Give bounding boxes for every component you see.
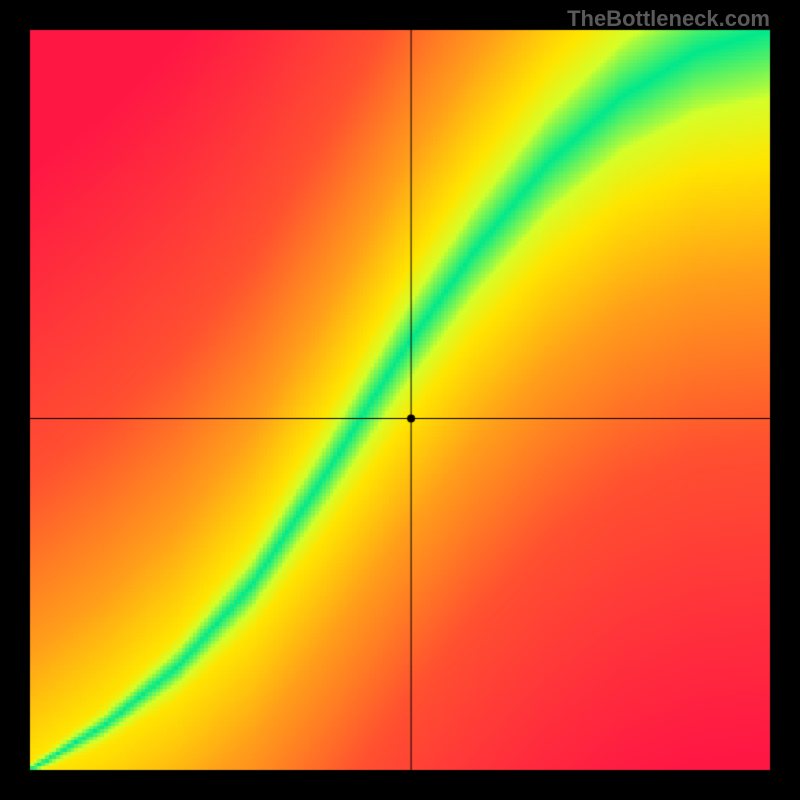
chart-container: TheBottleneck.com <box>0 0 800 800</box>
bottleneck-heatmap <box>0 0 800 800</box>
watermark-text: TheBottleneck.com <box>567 6 770 32</box>
